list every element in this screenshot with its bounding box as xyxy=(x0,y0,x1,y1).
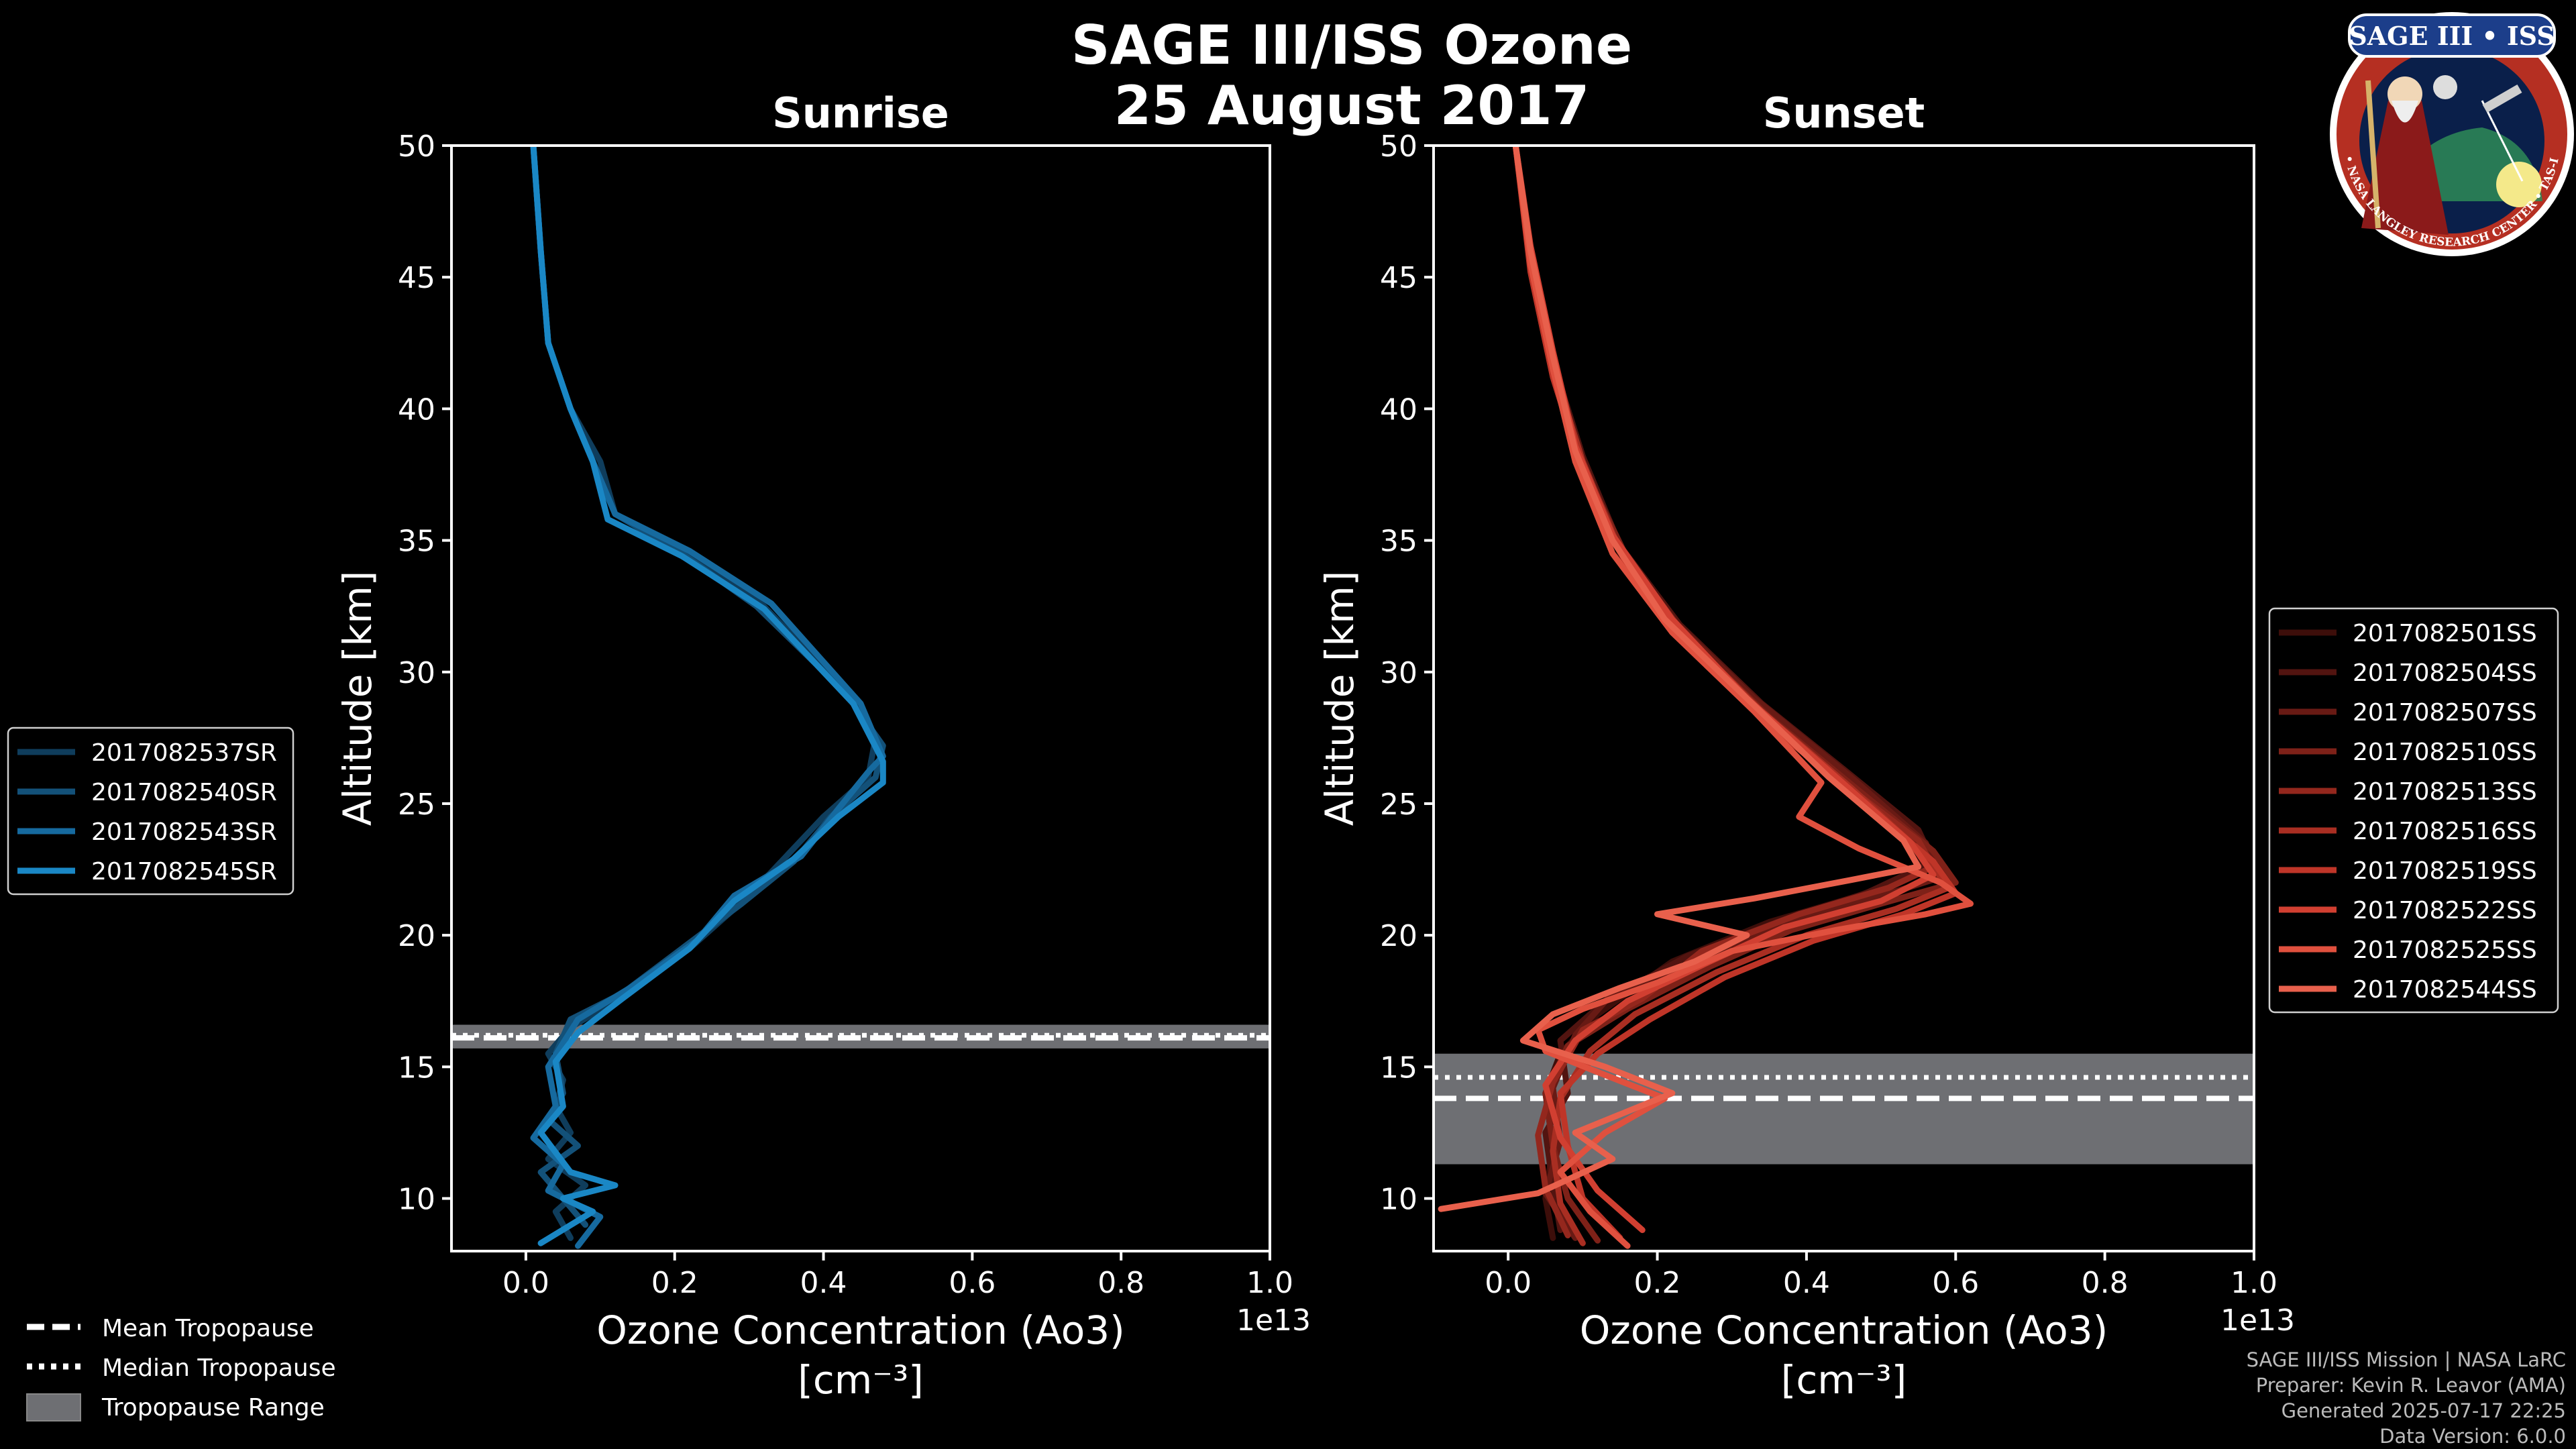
sunset-x-axis-label: Ozone Concentration (Ao3) xyxy=(1580,1307,2108,1353)
sunset-y-tick-label: 30 xyxy=(1380,656,1417,690)
sunset-y-tick-label: 45 xyxy=(1380,261,1417,295)
tropopause-range-swatch xyxy=(26,1393,81,1421)
sunrise-axes-frame xyxy=(450,144,1271,1252)
sunrise-series-group xyxy=(530,146,886,1249)
sunset-x-tick-label: 0.8 xyxy=(2082,1266,2129,1300)
sunset-legend: 2017082501SS 2017082504SS 2017082507SS 2017… xyxy=(2268,607,2559,1014)
sunset-x-axis-units: [cm⁻³] xyxy=(1781,1357,1907,1403)
legend-label-2017082540SR: 2017082540SR xyxy=(91,779,277,806)
footer-line-preparer: Preparer: Kevin R. Leavor (AMA) xyxy=(2256,1374,2566,1397)
legend-label-2017082545SR: 2017082545SR xyxy=(91,858,277,885)
sunrise-y-tick-label: 20 xyxy=(398,919,435,953)
sunset-x-tick-label: 0.4 xyxy=(1783,1266,1830,1300)
legend-label-2017082525SS: 2017082525SS xyxy=(2353,936,2537,964)
sunset-y-tick-label: 50 xyxy=(1380,129,1417,164)
sun-icon xyxy=(2496,162,2542,207)
footer-line-generated: Generated 2025-07-17 22:25 xyxy=(2282,1399,2566,1422)
sunrise-y-tick-label: 25 xyxy=(398,788,435,822)
sunrise-y-tick-label: 40 xyxy=(398,392,435,427)
tropopause-range-label: Tropopause Range xyxy=(101,1394,325,1421)
sunset-y-tick-label: 25 xyxy=(1380,788,1417,822)
sunrise-y-tick-label: 45 xyxy=(398,261,435,295)
mean-tropopause-label: Mean Tropopause xyxy=(102,1315,314,1342)
wizard-robe-icon xyxy=(2361,101,2449,235)
sunrise-y-tick-label: 35 xyxy=(398,525,435,559)
sunrise-panel-title: Sunrise xyxy=(772,89,949,138)
legend-label-2017082537SR: 2017082537SR xyxy=(91,739,277,767)
legend-label-2017082504SS: 2017082504SS xyxy=(2353,659,2537,687)
sunrise-y-axis-label: Altitude [km] xyxy=(335,571,380,826)
sunrise-panel: 0.0 0.2 0.4 0.6 0.8 1.0 10 15 20 25 30 35 40 45 50 Sunr… xyxy=(335,89,1311,1403)
sunrise-y-tick-label: 10 xyxy=(398,1183,435,1217)
figure-title-line1: SAGE III/ISS Ozone xyxy=(1071,14,1632,76)
legend-label-2017082522SS: 2017082522SS xyxy=(2353,897,2537,924)
median-tropopause-label: Median Tropopause xyxy=(102,1354,336,1382)
occultation-ray-icon xyxy=(2481,100,2524,182)
badge-label: SAGE III • ISS xyxy=(2349,21,2555,51)
sunset-axes-frame xyxy=(1432,144,2255,1252)
sunrise-x-tick-label: 0.2 xyxy=(651,1266,698,1300)
sunset-y-axis-label: Altitude [km] xyxy=(1317,571,1362,826)
series-line-2017082537SR xyxy=(530,146,879,1241)
legend-label-2017082544SS: 2017082544SS xyxy=(2353,976,2537,1004)
sunset-x-tick-label: 0.2 xyxy=(1634,1266,1681,1300)
sunset-y-tick-label: 10 xyxy=(1380,1183,1417,1217)
sunset-y-tick-label: 20 xyxy=(1380,919,1417,953)
sunrise-x-scale-offset: 1e13 xyxy=(1236,1303,1311,1338)
series-line-2017082544SS xyxy=(1438,146,1922,1212)
sunrise-y-tick-label: 30 xyxy=(398,656,435,690)
footer-line-version: Data Version: 6.0.0 xyxy=(2379,1425,2566,1448)
sunrise-legend-frame xyxy=(7,727,294,896)
sunrise-x-tick-label: 1.0 xyxy=(1246,1266,1293,1300)
legend-label-2017082516SS: 2017082516SS xyxy=(2353,818,2537,845)
sunset-x-tick-label: 1.0 xyxy=(2231,1266,2277,1300)
sunset-x-tick-label: 0.6 xyxy=(1932,1266,1979,1300)
series-line-2017082545SR xyxy=(530,146,886,1246)
sunset-series-group xyxy=(1438,146,1974,1249)
footer-line-mission: SAGE III/ISS Mission | NASA LaRC xyxy=(2247,1348,2566,1371)
badge-banner-icon xyxy=(2348,13,2556,58)
sunset-panel-title: Sunset xyxy=(1763,89,1925,138)
sunset-y-tick-label: 40 xyxy=(1380,392,1417,427)
sunrise-x-tick-label: 0.0 xyxy=(502,1266,549,1300)
legend-label-2017082501SS: 2017082501SS xyxy=(2353,620,2537,647)
sunset-x-tick-label: 0.0 xyxy=(1485,1266,1532,1300)
tropopause-legend: Mean Tropopause Median Tropopause Tropop… xyxy=(26,1315,336,1421)
legend-label-2017082543SR: 2017082543SR xyxy=(91,818,277,846)
sunset-y-tick-label: 15 xyxy=(1380,1051,1417,1085)
figure-title-line2: 25 August 2017 xyxy=(1114,74,1590,137)
legend-label-2017082519SS: 2017082519SS xyxy=(2353,857,2537,885)
moon-icon xyxy=(2433,75,2457,99)
legend-label-2017082513SS: 2017082513SS xyxy=(2353,778,2537,806)
sunset-legend-frame xyxy=(2268,607,2559,1014)
sunrise-x-tick-label: 0.4 xyxy=(800,1266,847,1300)
sunrise-y-tick-label: 50 xyxy=(398,129,435,164)
footer-credits: SAGE III/ISS Mission | NASA LaRC Prepare… xyxy=(2247,1348,2566,1448)
sunrise-x-axis-units: [cm⁻³] xyxy=(798,1357,924,1403)
sunrise-x-axis-label: Ozone Concentration (Ao3) xyxy=(596,1307,1125,1353)
legend-label-2017082510SS: 2017082510SS xyxy=(2353,739,2537,766)
sunrise-y-tick-label: 15 xyxy=(398,1051,435,1085)
sunset-y-tick-label: 35 xyxy=(1380,525,1417,559)
sunrise-x-tick-label: 0.8 xyxy=(1097,1266,1144,1300)
sunset-x-scale-offset: 1e13 xyxy=(2220,1303,2295,1338)
sunrise-x-tick-label: 0.6 xyxy=(949,1266,996,1300)
space-station-icon xyxy=(2482,84,2522,113)
sunrise-legend: 2017082537SR 2017082540SR 2017082543SR 2017… xyxy=(7,727,294,896)
wizard-staff-icon xyxy=(2365,80,2381,229)
sunset-panel: 0.0 0.2 0.4 0.6 0.8 1.0 10 15 20 25 30 35 40 45 50 Suns… xyxy=(1317,89,2295,1403)
legend-label-2017082507SS: 2017082507SS xyxy=(2353,699,2537,727)
wizard-beard-icon xyxy=(2392,101,2418,123)
